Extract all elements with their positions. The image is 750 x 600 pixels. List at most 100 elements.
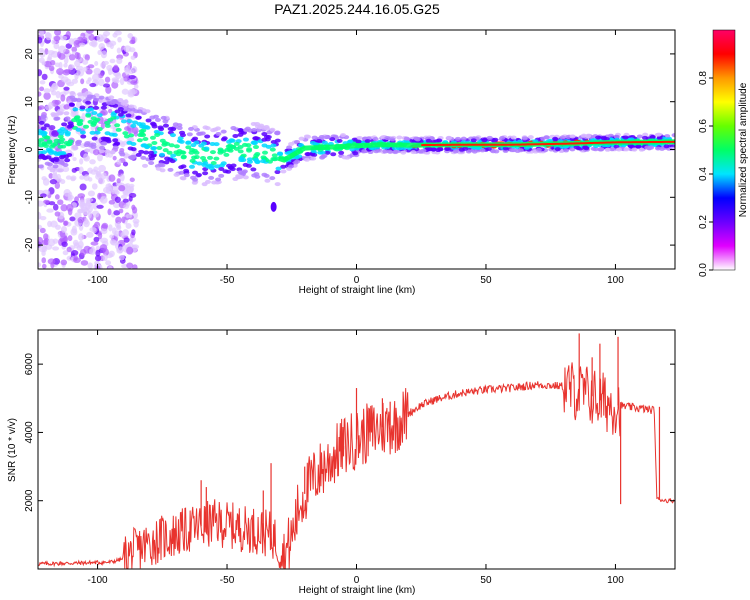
heatmap-cell <box>159 152 166 157</box>
heatmap-cell <box>107 108 113 114</box>
heatmap-cell <box>73 242 80 249</box>
heatmap-cell <box>129 185 135 193</box>
heatmap-cell <box>192 177 199 182</box>
heatmap-cell <box>45 32 52 41</box>
heatmap-cell <box>258 123 265 128</box>
heatmap-cell <box>508 148 515 153</box>
heatmap-cell <box>62 163 69 168</box>
heatmap-cell <box>141 143 148 148</box>
heatmap-cell <box>142 163 149 168</box>
heatmap-cell <box>275 166 282 171</box>
snr-xtick-label: 100 <box>607 575 624 586</box>
heatmap-cell <box>64 158 71 163</box>
heatmap-cell <box>123 45 132 53</box>
heatmap-cell <box>580 133 587 138</box>
heatmap-cell <box>91 39 98 48</box>
heatmap-cell <box>193 155 200 160</box>
heatmap-cell <box>46 149 53 154</box>
heatmap-cell <box>206 163 213 168</box>
heatmap-cell <box>91 136 98 141</box>
heatmap-cell <box>479 148 486 153</box>
heatmap-cell <box>204 179 211 184</box>
heatmap-cell <box>39 80 46 85</box>
heatmap-cell <box>169 159 176 164</box>
heatmap-cell <box>246 159 253 164</box>
heatmap-cell <box>79 130 86 135</box>
colorbar-tick-label: 0.4 <box>698 167 709 181</box>
heatmap-cell <box>38 164 44 169</box>
heatmap-cell <box>126 140 133 145</box>
heatmap-cell <box>305 134 312 139</box>
heatmap-cell <box>173 172 180 177</box>
heatmap-cell <box>85 100 92 105</box>
heatmap-cell <box>143 150 150 155</box>
heatmap-cell <box>68 123 75 128</box>
heatmap-cell <box>230 163 237 168</box>
heatmap-cell <box>44 135 51 140</box>
snr-xtick-label: 50 <box>480 575 492 586</box>
heatmap-cell <box>172 122 179 127</box>
heatmap-cell <box>129 177 135 183</box>
heatmap-cell <box>100 50 108 59</box>
heatmap-cell <box>81 36 88 43</box>
heatmap-cell <box>454 136 461 141</box>
heatmap-cell <box>180 154 187 159</box>
heatmap-cell <box>255 128 262 133</box>
heatmap-cell <box>179 176 186 181</box>
heatmap-cell <box>61 122 68 127</box>
heatmap-cell <box>210 160 217 165</box>
heatmap-cell <box>66 81 75 87</box>
heatmap-cell <box>242 137 249 142</box>
heatmap-cell <box>75 127 82 132</box>
spectrogram-ylabel: Frequency (Hz) <box>7 116 18 185</box>
heatmap-cell <box>58 45 67 54</box>
heatmap-cell <box>64 69 71 74</box>
heatmap-cell <box>63 86 70 91</box>
heatmap-cell <box>148 150 155 155</box>
heatmap-cell <box>75 142 82 147</box>
heatmap-cell <box>89 130 96 135</box>
heatmap-cell <box>481 137 488 142</box>
heatmap-cell <box>60 225 68 233</box>
heatmap-cell <box>218 173 225 178</box>
heatmap-cell <box>128 133 135 138</box>
heatmap-cell <box>72 146 79 151</box>
heatmap-cell <box>126 64 131 73</box>
heatmap-cell <box>123 237 130 243</box>
heatmap-cell <box>96 113 103 118</box>
heatmap-cell <box>72 107 79 112</box>
heatmap-cell <box>117 98 124 103</box>
heatmap-cell <box>139 124 146 129</box>
heatmap-cell <box>641 135 648 140</box>
heatmap-cell <box>573 145 580 150</box>
heatmap-cell <box>197 131 204 136</box>
heatmap-cell <box>68 102 75 107</box>
heatmap-cell <box>104 120 111 125</box>
heatmap-cell <box>316 138 323 143</box>
heatmap-cell <box>97 154 103 162</box>
heatmap-cell <box>40 115 47 120</box>
heatmap-cell <box>46 208 54 213</box>
heatmap-cell <box>104 149 111 154</box>
heatmap-cell <box>603 136 610 141</box>
heatmap-cell <box>83 153 89 161</box>
heatmap-cell <box>223 152 230 157</box>
heatmap-cell <box>79 105 86 110</box>
heatmap-cell <box>142 136 149 141</box>
spectrogram-xtick-label: -100 <box>88 275 108 286</box>
heatmap-cell <box>105 260 112 266</box>
heatmap-cell <box>126 262 134 269</box>
heatmap-cell <box>125 223 132 229</box>
heatmap-cell <box>43 123 50 128</box>
heatmap-cell <box>120 101 127 106</box>
heatmap-cell <box>111 132 118 137</box>
heatmap-cell <box>164 141 171 146</box>
colorbar-gradient <box>712 29 736 271</box>
heatmap-cell <box>251 140 258 145</box>
spectrogram-xtick-label: -50 <box>220 275 235 286</box>
heatmap-cell <box>293 139 300 144</box>
heatmap-cell <box>203 146 210 151</box>
heatmap-cell <box>125 213 133 219</box>
heatmap-cell <box>74 51 80 59</box>
